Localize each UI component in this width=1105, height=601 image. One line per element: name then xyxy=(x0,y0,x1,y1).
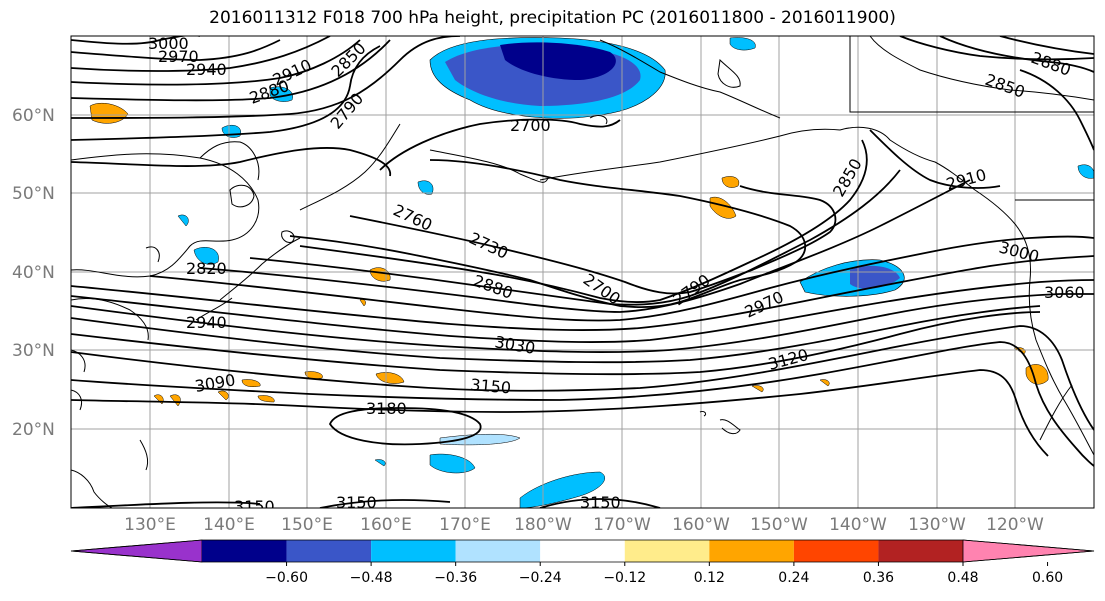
colorbar-tick-label: −0.12 xyxy=(603,570,646,586)
lon-label: 170°E xyxy=(439,515,491,535)
height-contours xyxy=(71,36,1094,508)
precip-patch xyxy=(429,453,476,474)
lon-label: 180°W xyxy=(514,515,572,535)
precip-patch xyxy=(177,214,189,227)
lon-label: 120°W xyxy=(986,515,1044,535)
colorbar-tick-label: 0.60 xyxy=(1032,570,1063,586)
precip-patch xyxy=(193,247,219,265)
lon-label: 140°W xyxy=(829,515,887,535)
precip-positive xyxy=(751,385,764,393)
lon-label: 160°W xyxy=(672,515,730,535)
lon-label: 170°W xyxy=(593,515,651,535)
precip-positive xyxy=(217,390,229,401)
precip-patch xyxy=(417,180,434,195)
precip-positive xyxy=(819,379,830,387)
colorbar-tick-label: 0.48 xyxy=(947,570,978,586)
contour-label: 3060 xyxy=(1044,283,1085,302)
lat-label: 50°N xyxy=(12,184,55,204)
precip-patch xyxy=(374,459,386,467)
colorbar-tick-label: −0.48 xyxy=(350,570,393,586)
precip-positive xyxy=(241,379,261,387)
colorbar-bin xyxy=(878,540,963,562)
plot-title: 2016011312 F018 700 hPa height, precipit… xyxy=(209,8,896,28)
contour-label: 3150 xyxy=(336,493,377,512)
lon-label: 160°E xyxy=(360,515,412,535)
lat-label: 40°N xyxy=(12,263,55,283)
colorbar-tick-label: −0.36 xyxy=(434,570,477,586)
contour-label: 3150 xyxy=(234,497,275,516)
colorbar-bin xyxy=(793,540,879,562)
longitude-labels: 130°E 140°E 150°E 160°E 170°E 180°W 170°… xyxy=(124,515,1044,535)
colorbar-extension-high xyxy=(962,539,1095,563)
graticule xyxy=(71,36,1094,508)
colorbar-bin xyxy=(709,540,794,562)
precip-positive xyxy=(721,176,740,188)
colorbar-tick-label: 0.24 xyxy=(778,570,809,586)
contour-label: 2970 xyxy=(158,47,199,66)
precip-positive xyxy=(369,267,391,282)
lon-label: 140°E xyxy=(203,515,255,535)
lat-label: 30°N xyxy=(12,341,55,361)
colorbar-tick-label: 0.12 xyxy=(694,570,725,586)
colorbar-tick-label: 0.36 xyxy=(863,570,894,586)
colorbar-extension-low xyxy=(70,539,203,563)
precip-patch xyxy=(439,434,521,446)
colorbar-bin xyxy=(202,540,287,562)
contour-label: 3000 xyxy=(148,34,189,53)
map-frame xyxy=(70,35,1095,509)
contour-label: 2820 xyxy=(186,259,227,278)
colorbar: −0.60 −0.48 −0.36 −0.24 −0.12 0.12 0.24 0.36 0.4… xyxy=(70,539,1095,586)
lon-label: 130°W xyxy=(908,515,966,535)
precip-positive xyxy=(709,196,737,219)
contour-label: 2940 xyxy=(186,60,227,79)
precip-positive xyxy=(169,394,181,407)
contour-label: 3150 xyxy=(470,375,512,397)
colorbar-bin xyxy=(624,540,710,562)
precip-positive xyxy=(375,372,405,384)
lat-label: 20°N xyxy=(12,420,55,440)
colorbar-tick-label: −0.60 xyxy=(265,570,308,586)
lat-label: 60°N xyxy=(12,106,55,126)
colorbar-bin xyxy=(540,540,625,562)
precip-patch xyxy=(1077,164,1094,179)
contour-label: 3150 xyxy=(580,493,621,512)
lon-label: 130°E xyxy=(124,515,176,535)
precip-positive xyxy=(359,299,366,307)
contour-label: 2940 xyxy=(186,313,227,332)
contour-label: 3180 xyxy=(366,399,407,418)
contour-label: 2700 xyxy=(510,116,551,135)
latitude-labels: 60°N 50°N 40°N 30°N 20°N xyxy=(12,106,55,440)
lon-label: 150°W xyxy=(750,515,808,535)
precip-patch xyxy=(519,471,605,508)
colorbar-tick-label: −0.24 xyxy=(519,570,562,586)
precip-patch xyxy=(729,37,756,51)
colorbar-bin xyxy=(455,540,541,562)
colorbar-frame xyxy=(70,539,1095,563)
lon-label: 150°E xyxy=(281,515,333,535)
colorbar-bin xyxy=(371,540,456,562)
coastlines xyxy=(71,36,1094,508)
precip-positive xyxy=(257,395,275,403)
colorbar-bin xyxy=(286,540,372,562)
